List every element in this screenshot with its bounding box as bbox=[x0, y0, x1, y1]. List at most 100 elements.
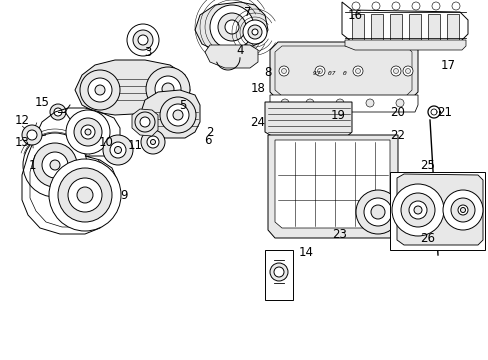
Circle shape bbox=[160, 97, 196, 133]
Polygon shape bbox=[195, 2, 267, 50]
Polygon shape bbox=[269, 95, 417, 112]
Circle shape bbox=[50, 104, 66, 120]
Text: 23: 23 bbox=[332, 229, 347, 242]
Circle shape bbox=[391, 2, 399, 10]
Text: 25: 25 bbox=[420, 158, 434, 171]
Circle shape bbox=[451, 2, 459, 10]
Circle shape bbox=[390, 66, 400, 76]
Circle shape bbox=[413, 206, 421, 214]
Circle shape bbox=[103, 135, 133, 165]
Circle shape bbox=[243, 20, 266, 44]
Text: 8: 8 bbox=[264, 66, 271, 78]
Circle shape bbox=[460, 207, 465, 212]
Circle shape bbox=[247, 25, 262, 39]
Circle shape bbox=[355, 190, 399, 234]
Polygon shape bbox=[204, 45, 258, 68]
Circle shape bbox=[405, 68, 409, 73]
Polygon shape bbox=[264, 102, 351, 138]
Circle shape bbox=[49, 159, 121, 231]
Polygon shape bbox=[396, 174, 482, 245]
Circle shape bbox=[147, 136, 159, 148]
Polygon shape bbox=[269, 42, 417, 100]
Circle shape bbox=[402, 66, 412, 76]
Circle shape bbox=[77, 187, 93, 203]
Circle shape bbox=[50, 160, 60, 170]
Text: 10: 10 bbox=[99, 135, 113, 149]
Circle shape bbox=[314, 66, 325, 76]
Bar bbox=[389, 14, 401, 40]
Text: 16: 16 bbox=[347, 9, 362, 22]
Circle shape bbox=[305, 99, 313, 107]
Bar bbox=[389, 172, 484, 250]
Circle shape bbox=[155, 76, 181, 102]
Circle shape bbox=[279, 66, 288, 76]
Circle shape bbox=[273, 267, 284, 277]
Bar bbox=[264, 250, 292, 300]
Circle shape bbox=[442, 190, 482, 230]
Text: 97  07  0: 97 07 0 bbox=[312, 71, 346, 76]
Text: 1: 1 bbox=[28, 158, 36, 171]
Polygon shape bbox=[75, 60, 190, 115]
Text: 24: 24 bbox=[250, 116, 265, 129]
Circle shape bbox=[140, 117, 150, 127]
Circle shape bbox=[352, 66, 362, 76]
Text: 18: 18 bbox=[250, 81, 265, 95]
Text: 5: 5 bbox=[179, 99, 186, 112]
Text: 7: 7 bbox=[244, 5, 251, 18]
Circle shape bbox=[150, 140, 155, 144]
Circle shape bbox=[68, 178, 102, 212]
Text: 4: 4 bbox=[236, 44, 243, 57]
Circle shape bbox=[408, 201, 426, 219]
Circle shape bbox=[88, 78, 112, 102]
Bar bbox=[446, 14, 458, 40]
Circle shape bbox=[281, 99, 288, 107]
Circle shape bbox=[22, 125, 42, 145]
Circle shape bbox=[269, 263, 287, 281]
Circle shape bbox=[146, 67, 190, 111]
Bar bbox=[370, 14, 382, 40]
Circle shape bbox=[162, 83, 174, 95]
Circle shape bbox=[371, 2, 379, 10]
Text: 9: 9 bbox=[120, 189, 127, 202]
Circle shape bbox=[58, 168, 112, 222]
Bar bbox=[351, 14, 363, 40]
Circle shape bbox=[218, 13, 245, 41]
Circle shape bbox=[133, 30, 153, 50]
Polygon shape bbox=[274, 140, 389, 228]
Circle shape bbox=[85, 129, 91, 135]
Circle shape bbox=[141, 130, 164, 154]
Circle shape bbox=[74, 118, 102, 146]
Circle shape bbox=[431, 2, 439, 10]
Circle shape bbox=[411, 2, 419, 10]
Circle shape bbox=[80, 70, 120, 110]
Circle shape bbox=[224, 20, 239, 34]
Polygon shape bbox=[345, 40, 465, 50]
Circle shape bbox=[209, 5, 253, 49]
Circle shape bbox=[23, 133, 87, 197]
Circle shape bbox=[110, 142, 126, 158]
Circle shape bbox=[370, 205, 384, 219]
Text: 3: 3 bbox=[144, 45, 151, 59]
Circle shape bbox=[95, 85, 105, 95]
Circle shape bbox=[393, 68, 398, 73]
Circle shape bbox=[365, 99, 373, 107]
Circle shape bbox=[42, 152, 68, 178]
Circle shape bbox=[54, 108, 62, 116]
Circle shape bbox=[450, 198, 474, 222]
Circle shape bbox=[400, 193, 434, 227]
Text: 13: 13 bbox=[15, 135, 29, 149]
Circle shape bbox=[395, 99, 403, 107]
Circle shape bbox=[335, 99, 343, 107]
Circle shape bbox=[135, 112, 155, 132]
Text: 15: 15 bbox=[35, 95, 49, 108]
Text: 17: 17 bbox=[440, 59, 454, 72]
Polygon shape bbox=[140, 90, 200, 138]
Text: 6: 6 bbox=[204, 134, 211, 147]
Circle shape bbox=[167, 104, 189, 126]
Text: 21: 21 bbox=[437, 105, 451, 118]
Bar bbox=[408, 14, 420, 40]
Circle shape bbox=[66, 110, 110, 154]
Polygon shape bbox=[267, 135, 397, 238]
Circle shape bbox=[251, 29, 258, 35]
Text: 22: 22 bbox=[390, 129, 405, 141]
